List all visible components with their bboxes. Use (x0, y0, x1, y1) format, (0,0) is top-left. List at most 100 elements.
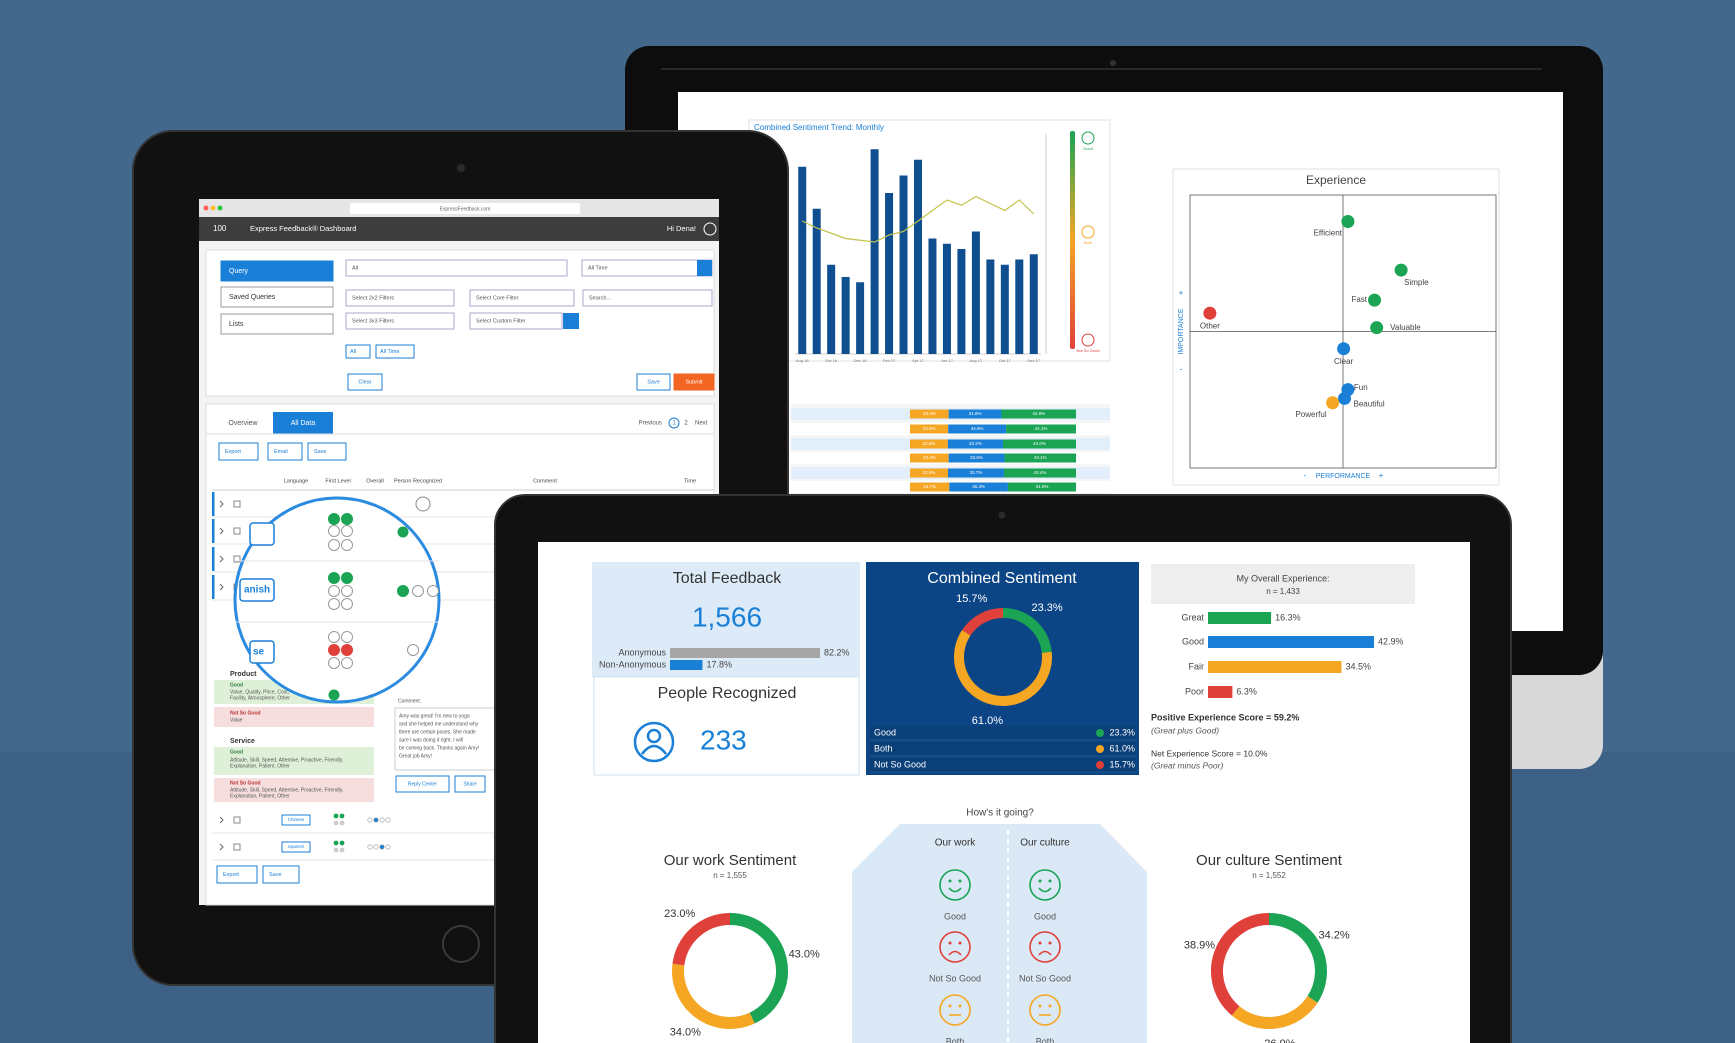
point-label: Fun (1354, 383, 1368, 392)
trend-bar (1029, 254, 1038, 354)
filter-field[interactable] (345, 312, 455, 330)
donut-label: 23.3% (1032, 602, 1063, 614)
mag-chip (239, 578, 275, 602)
filter-field[interactable] (469, 312, 563, 330)
trend-line (801, 195, 1035, 243)
action-button[interactable] (673, 373, 715, 391)
donut-label: 43.0% (789, 948, 820, 960)
monitor-camera (1110, 60, 1116, 66)
filter-field[interactable] (469, 289, 575, 307)
checkbox[interactable] (233, 527, 241, 535)
action-label: Save (314, 449, 327, 455)
gauge-face (1081, 225, 1095, 239)
detail-text: Attitude, Skill, Speed, Attentive, Proac… (230, 787, 343, 793)
face (1029, 931, 1061, 963)
legend-value: 15.7% (1109, 759, 1135, 769)
tab[interactable] (213, 412, 273, 434)
reply-button[interactable] (454, 775, 486, 793)
checkbox[interactable] (233, 500, 241, 508)
bar-value: 6.3% (1236, 686, 1257, 696)
bar-category: Great (1181, 612, 1204, 622)
checkbox[interactable] (233, 843, 241, 851)
face-mouth (1038, 887, 1052, 893)
gauge-face (1081, 131, 1095, 145)
footer-action[interactable] (216, 865, 258, 884)
trend-bar (856, 282, 865, 354)
stack-segment (910, 468, 949, 478)
chip[interactable] (375, 344, 415, 359)
nav-button[interactable] (220, 260, 334, 282)
checkbox[interactable] (233, 816, 241, 824)
mag-dot (341, 598, 353, 610)
people-value: 233 (700, 724, 747, 755)
detail-text: Facility, Atmosphere, Other (230, 695, 290, 701)
tab[interactable] (273, 412, 333, 434)
filter-label: Select 2x2 Filters (352, 295, 394, 301)
reply-button[interactable] (395, 775, 450, 793)
detail-text: Explanation, Patient, Other (230, 763, 290, 769)
score-note: (Great minus Poor) (1151, 760, 1223, 770)
trend-x-label: Oct 17 (999, 358, 1012, 363)
mag-rating (427, 585, 439, 597)
donut-label: 61.0% (972, 715, 1003, 727)
chip[interactable] (345, 344, 371, 359)
bar-category: Good (1182, 636, 1204, 646)
trend-bar (899, 175, 908, 354)
stack-segment (948, 424, 1007, 434)
stack-segment (910, 424, 949, 434)
filter-label: All Time (588, 265, 608, 271)
nav-button[interactable] (220, 313, 334, 335)
chevron (219, 555, 224, 563)
card-title: People Recognized (658, 685, 797, 702)
rating-dot (379, 844, 385, 850)
filter-field[interactable] (345, 259, 568, 277)
tab-label: All Data (291, 420, 316, 427)
experience-bar (1208, 636, 1375, 648)
action-button[interactable] (636, 373, 671, 391)
nav-label: Saved Queries (229, 294, 276, 301)
table-action[interactable] (267, 442, 303, 461)
table-action[interactable] (307, 442, 347, 461)
donut-subtitle: n = 1,555 (713, 871, 747, 880)
donut-segment (1211, 913, 1270, 1016)
stack-label: 23.3% (923, 411, 936, 416)
experience-bar (1208, 686, 1233, 698)
magnified-label: anish (244, 585, 270, 596)
trend-x-label: Oct 16 (825, 358, 838, 363)
face-label: Not So Good (1019, 973, 1071, 983)
legend-name: Both (874, 743, 893, 753)
button-label: Clear (358, 379, 371, 385)
add-filter-button[interactable] (563, 313, 579, 329)
checkbox[interactable] (233, 555, 241, 563)
trend-x-label: Jun 17 (941, 358, 954, 363)
stack-segment (949, 482, 1008, 492)
face-label: Not So Good (929, 973, 981, 983)
donut-segment (672, 913, 731, 966)
face-label: Both (1036, 1036, 1055, 1043)
pager: Next (695, 421, 708, 427)
action-button[interactable] (347, 373, 383, 391)
rating-dot (367, 844, 373, 850)
experience-card (1172, 168, 1500, 486)
chevron (219, 816, 224, 824)
mag-dot (341, 644, 353, 656)
footer-action[interactable] (262, 865, 300, 884)
mag-dot (341, 513, 353, 525)
calendar-button[interactable] (697, 260, 712, 276)
people-icon-body (641, 744, 667, 755)
pager-current (668, 417, 680, 429)
rating-dot (367, 817, 373, 823)
nav-button[interactable] (220, 286, 334, 308)
table-action[interactable] (218, 442, 259, 461)
filter-field[interactable] (582, 289, 713, 307)
chip-label: All Time (380, 349, 400, 355)
donut-segment (1268, 913, 1327, 1003)
pulse-title: Our work (935, 838, 977, 849)
app-title: Express Feedback® Dashboard (250, 224, 356, 233)
profile-icon (703, 222, 717, 236)
pulse-title: Our culture (1020, 838, 1070, 849)
stack-segment (1001, 409, 1076, 419)
stack-label: 33.6% (970, 455, 983, 460)
bar-category: Fair (1189, 661, 1205, 671)
filter-field[interactable] (345, 289, 455, 307)
